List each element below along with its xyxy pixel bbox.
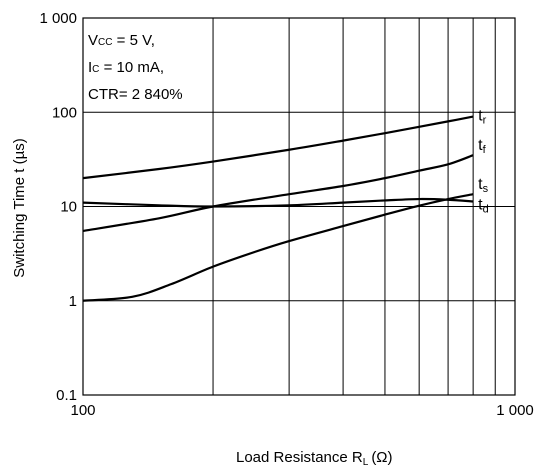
- y-tick-label: 1: [69, 293, 77, 310]
- y-tick-label: 0.1: [56, 387, 77, 404]
- series-line-td: [82, 197, 474, 208]
- x-tick-label: 100: [70, 402, 95, 419]
- y-tick-label: 10: [60, 199, 77, 216]
- tick-labels: 0.1 1 10 100 1 000 100 1 000: [39, 10, 533, 419]
- series-label-tr: tr: [478, 108, 486, 127]
- series-line-tf: [82, 154, 474, 233]
- y-tick-label: 1 000: [39, 10, 77, 27]
- series-label-ts: ts: [478, 176, 488, 195]
- series-line-tr: [82, 115, 474, 180]
- conditions-annotation: VCC = 5 V, IC = 10 mA, CTR= 2 840%: [88, 32, 183, 103]
- series-lines: [82, 115, 474, 302]
- condition-ctr: CTR= 2 840%: [88, 86, 183, 103]
- x-tick-label: 1 000: [496, 402, 534, 419]
- plot-frame: [82, 17, 516, 396]
- y-tick-label: 100: [52, 104, 77, 121]
- condition-ic: IC = 10 mA,: [88, 59, 164, 76]
- x-axis-title: Load Resistance RL (Ω): [236, 449, 393, 468]
- series-label-tf: tf: [478, 137, 486, 156]
- series-label-td: td: [478, 196, 489, 215]
- grid: [83, 18, 515, 395]
- condition-vcc: VCC = 5 V,: [88, 32, 155, 49]
- series-line-ts: [82, 193, 474, 302]
- y-axis-title: Switching Time t (µs): [11, 138, 28, 278]
